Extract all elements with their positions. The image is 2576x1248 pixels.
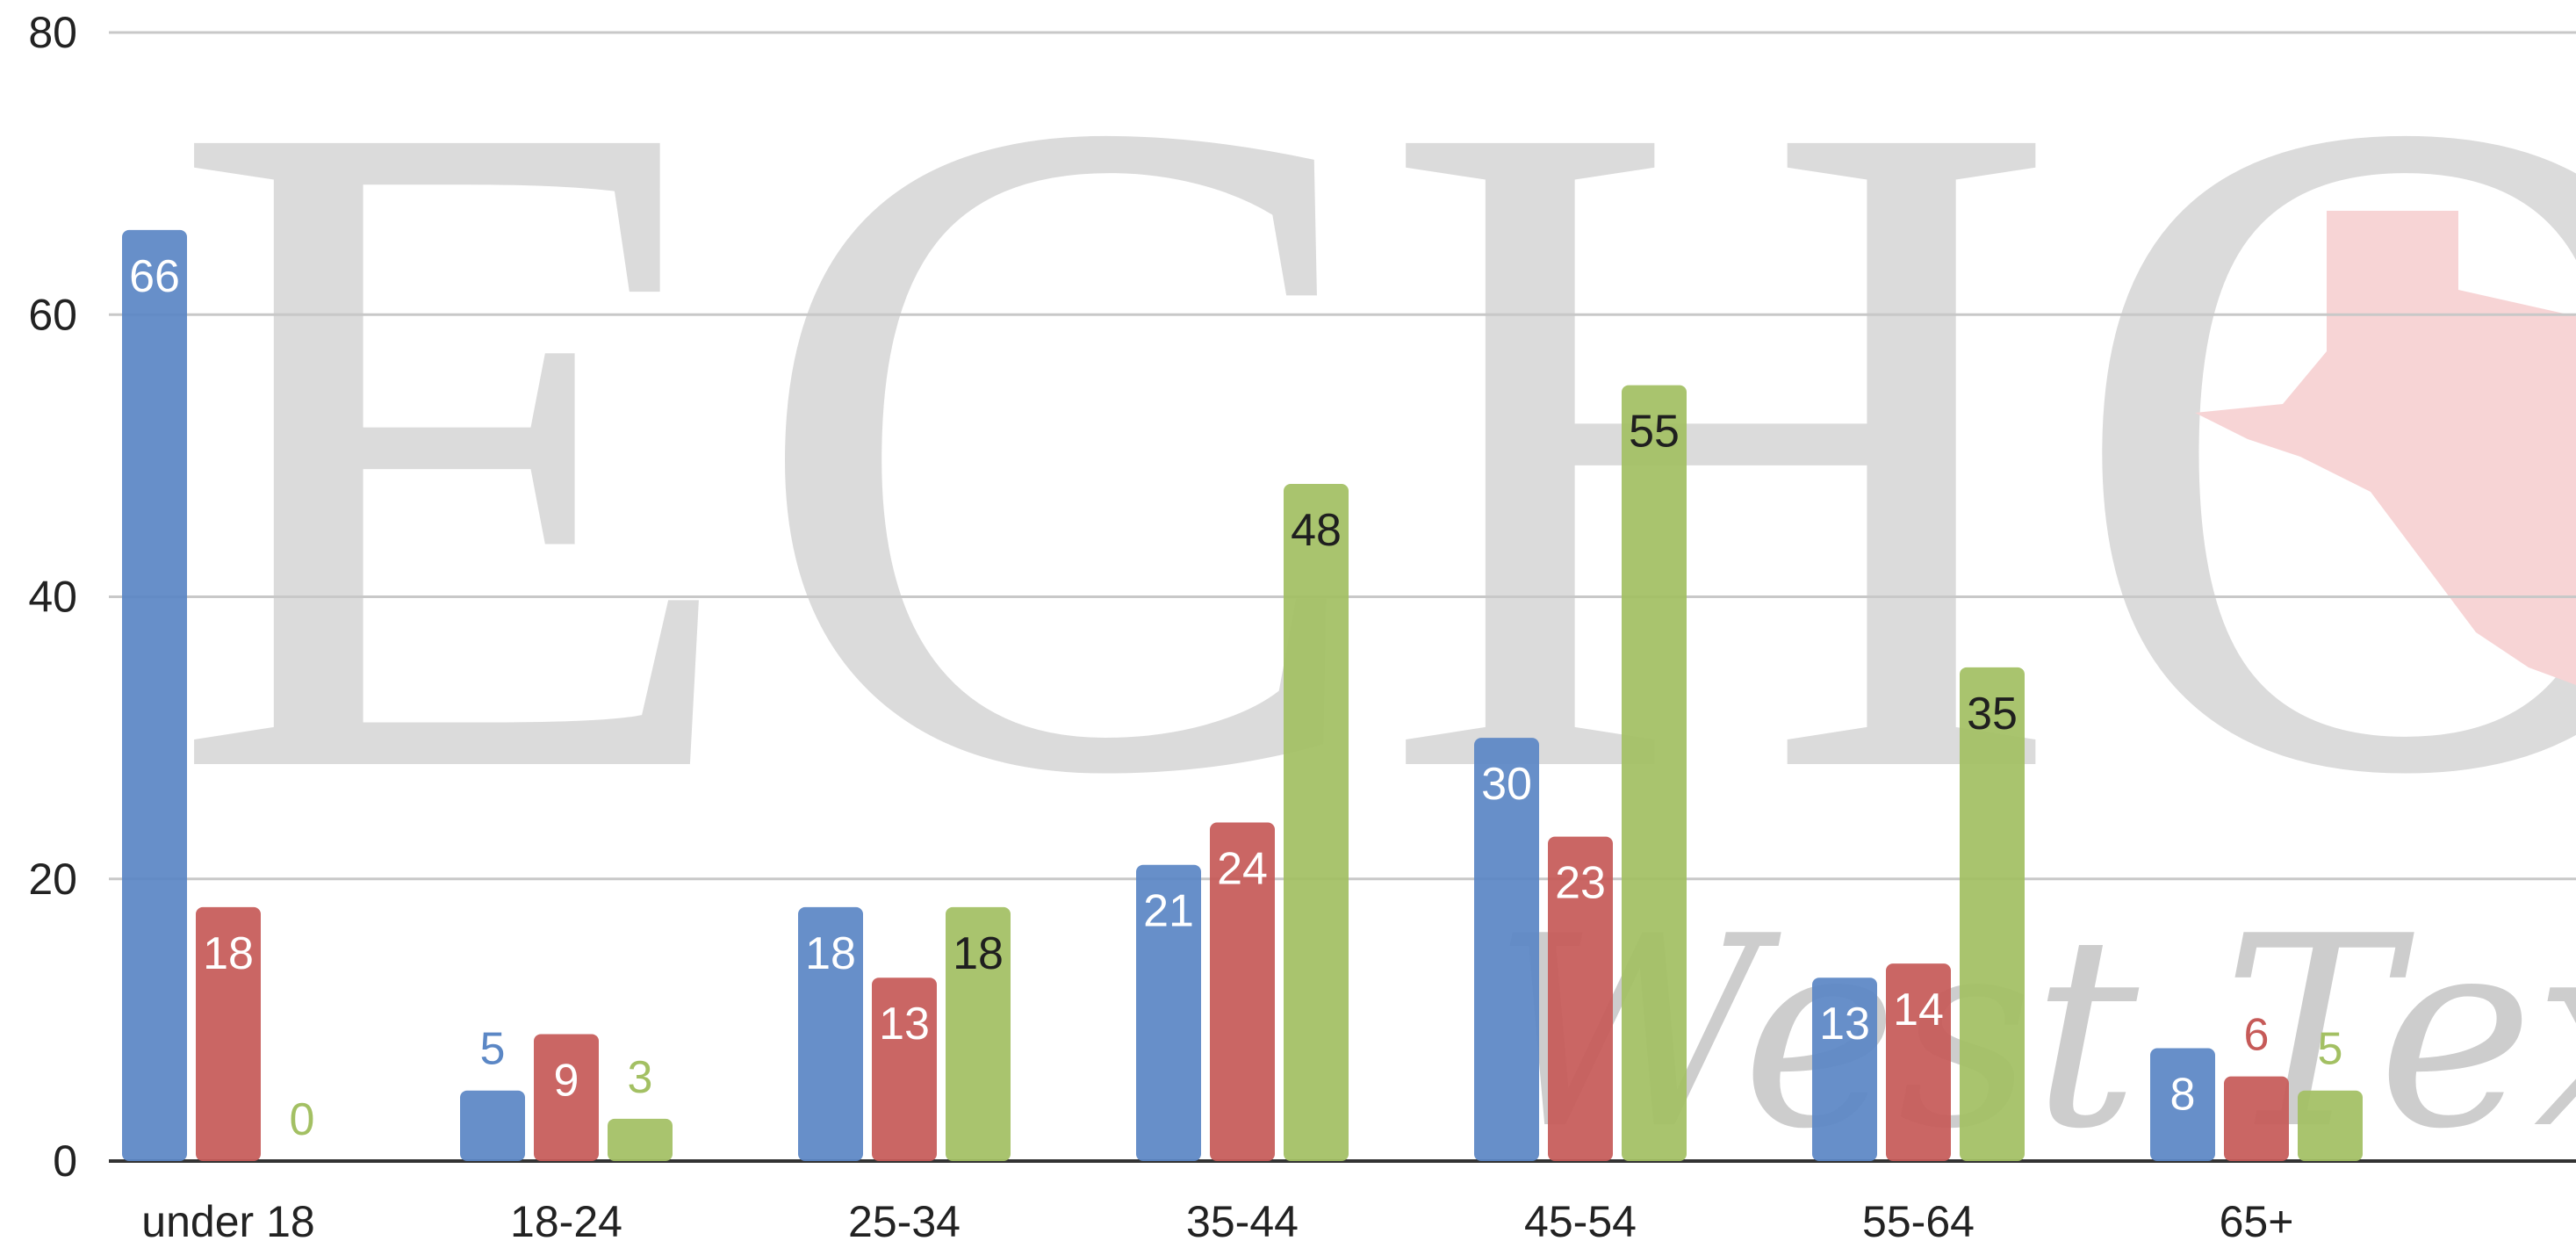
y-tick-label: 20 [28, 855, 77, 904]
bar-25-34-series-3 [946, 906, 1011, 1161]
data-label: 24 [1217, 844, 1268, 895]
data-label: 0 [290, 1094, 315, 1145]
bar-45-54-series-1 [1474, 738, 1539, 1161]
data-label: 3 [628, 1052, 653, 1103]
bar-18-24-series-3 [608, 1118, 673, 1161]
y-axis: 0 20 40 60 80 [28, 8, 77, 1186]
bar-35-44-series-1 [1136, 864, 1201, 1161]
bar-35-44-series-2 [1210, 822, 1275, 1161]
x-tick-label: 55-64 [1862, 1197, 1975, 1246]
bar-65+-series-1 [2150, 1048, 2215, 1161]
bars [122, 229, 2363, 1161]
bar-55-64-series-3 [1960, 667, 2025, 1161]
data-label: 30 [1481, 759, 1532, 810]
watermark-logo-text: ECHO [167, 0, 2576, 970]
x-axis: under 18 18-24 25-34 35-44 45-54 55-64 65+ [141, 1197, 2293, 1246]
bar-55-64-series-1 [1812, 977, 1877, 1161]
bar-65+-series-3 [2298, 1090, 2363, 1161]
bar-35-44-series-3 [1284, 484, 1349, 1161]
data-label: 55 [1629, 407, 1680, 458]
data-label: 5 [480, 1024, 506, 1075]
y-tick-label: 0 [53, 1136, 77, 1186]
data-label: 48 [1291, 505, 1342, 556]
y-tick-label: 40 [28, 573, 77, 622]
x-tick-label: 45-54 [1524, 1197, 1637, 1246]
data-label: 5 [2318, 1024, 2343, 1075]
data-label: 14 [1893, 985, 1944, 1035]
bar-65+-series-2 [2224, 1076, 2289, 1161]
data-label: 18 [805, 928, 856, 979]
data-label: 6 [2244, 1010, 2270, 1061]
bar-18-24-series-2 [534, 1034, 599, 1161]
watermark: ECHO West Texas [167, 0, 2576, 1187]
bar-25-34-series-2 [872, 977, 937, 1161]
data-label: 18 [953, 928, 1004, 979]
x-tick-label: 25-34 [848, 1197, 961, 1246]
data-label: 23 [1555, 858, 1606, 909]
bar-55-64-series-2 [1886, 963, 1951, 1161]
data-label: 8 [2170, 1070, 2196, 1121]
x-tick-label: 18-24 [510, 1197, 622, 1246]
data-label: 13 [1819, 999, 1870, 1050]
data-label: 13 [879, 999, 930, 1050]
bar-18-24-series-1 [460, 1090, 525, 1161]
data-label: 35 [1967, 689, 2018, 739]
x-tick-label: under 18 [141, 1197, 314, 1246]
data-label: 66 [129, 251, 180, 302]
bar-under-18-series-1 [122, 229, 187, 1161]
y-tick-label: 60 [28, 290, 77, 339]
bar-25-34-series-1 [798, 906, 863, 1161]
bar-45-54-series-3 [1622, 385, 1687, 1161]
data-label: 9 [554, 1055, 579, 1106]
x-tick-label: 65+ [2220, 1197, 2294, 1246]
data-label: 18 [203, 928, 254, 979]
x-tick-label: 35-44 [1186, 1197, 1299, 1246]
data-label: 21 [1143, 886, 1194, 937]
bar-under-18-series-2 [196, 906, 261, 1161]
bar-45-54-series-2 [1548, 836, 1613, 1161]
texas-shape-icon [2195, 211, 2576, 685]
y-tick-label: 80 [28, 8, 77, 57]
